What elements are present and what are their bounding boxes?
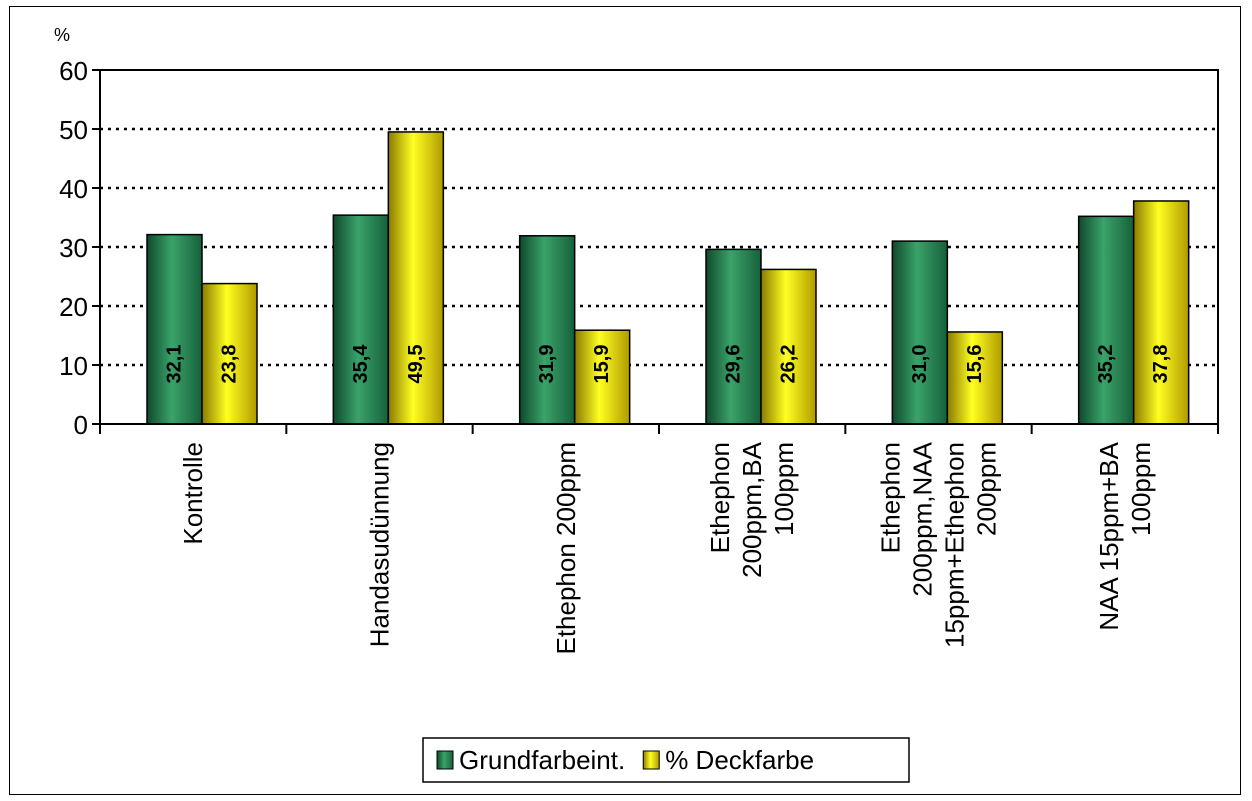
- y-axis-label: %: [54, 25, 70, 45]
- x-category-label: Ethephon 200ppm,BA 100ppm: [705, 441, 799, 578]
- x-category-label-line: 15ppm+Ethephon: [940, 442, 970, 648]
- x-category-label-line: Ethephon: [705, 442, 735, 553]
- bar-value-label: 35,2: [1095, 345, 1117, 384]
- bar-deckfarbe: [760, 268, 817, 425]
- bar-deckfarbe: [1132, 200, 1190, 425]
- bar-deckfarbe: [573, 329, 631, 425]
- bar-grundfarbeint: [332, 214, 390, 425]
- bar-deckfarbe: [201, 282, 258, 425]
- x-category-label: Ethephon 200ppm,NAA 15ppm+Ethephon 200ppm: [876, 441, 1002, 648]
- bar-grundfarbeint: [146, 233, 203, 425]
- x-category-label: NAA 15ppm+BA 100ppm: [1094, 441, 1156, 630]
- y-tick-label: 20: [59, 292, 88, 322]
- legend-label: % Deckfarbe: [665, 745, 814, 775]
- y-tick-label: 0: [74, 410, 88, 440]
- plot-area-border: [99, 69, 1219, 425]
- x-category-label-line: Ethephon 200ppm: [551, 442, 581, 655]
- x-category-label: Handasudünnung: [365, 442, 395, 647]
- y-tick-label: 60: [59, 56, 88, 86]
- chart-frame: 32,1 23,8 35,4 49,5 31,9 15,9 29,6 26,2 31,0 15,6…: [9, 6, 1241, 795]
- bar-grundfarbeint: [891, 240, 949, 425]
- bar-value-label: 31,9: [536, 345, 558, 384]
- x-category-label-line: NAA 15ppm+BA: [1094, 441, 1124, 630]
- legend-label: Grundfarbeint.: [459, 745, 625, 775]
- x-category-label-line: 200ppm,BA: [737, 441, 767, 578]
- x-category-label: Kontrolle: [178, 442, 208, 545]
- bar-grundfarbeint: [518, 235, 576, 425]
- x-category-label-line: Kontrolle: [178, 442, 208, 545]
- bar-value-label: 31,0: [909, 345, 931, 384]
- x-category-label-line: Handasudünnung: [365, 442, 395, 647]
- bar-value-label: 26,2: [778, 345, 800, 384]
- bar-value-label: 35,4: [350, 344, 372, 384]
- bar-deckfarbe: [946, 331, 1004, 425]
- bar-grundfarbeint: [1077, 215, 1135, 425]
- bar-grundfarbeint: [705, 248, 762, 425]
- y-tick-label: 10: [59, 351, 88, 381]
- bar-chart: 32,1 23,8 35,4 49,5 31,9 15,9 29,6 26,2 31,0 15,6…: [54, 25, 1219, 783]
- x-category-label-line: 200ppm,NAA: [908, 441, 938, 596]
- x-category-label-line: 100ppm: [769, 442, 799, 536]
- x-category-label: Ethephon 200ppm: [551, 442, 581, 655]
- y-tick-label: 50: [59, 115, 88, 145]
- legend: [422, 737, 910, 783]
- x-category-label-line: 100ppm: [1126, 442, 1156, 536]
- legend-swatch-grundfarbeint: [436, 750, 454, 770]
- bar-value-label: 23,8: [219, 345, 241, 384]
- y-tick-label: 40: [59, 174, 88, 204]
- bar-value-label: 15,6: [964, 345, 986, 384]
- bar-value-label: 49,5: [405, 345, 427, 384]
- x-category-label-line: Ethephon: [876, 442, 906, 553]
- y-tick-label: 30: [59, 233, 88, 263]
- legend-swatch-deckfarbe: [642, 750, 660, 770]
- bar-value-label: 37,8: [1150, 345, 1172, 384]
- bar-value-label: 15,9: [591, 345, 613, 384]
- bar-value-label: 32,1: [164, 345, 186, 384]
- bar-value-label: 29,6: [723, 345, 745, 384]
- x-category-label-line: 200ppm: [972, 442, 1002, 536]
